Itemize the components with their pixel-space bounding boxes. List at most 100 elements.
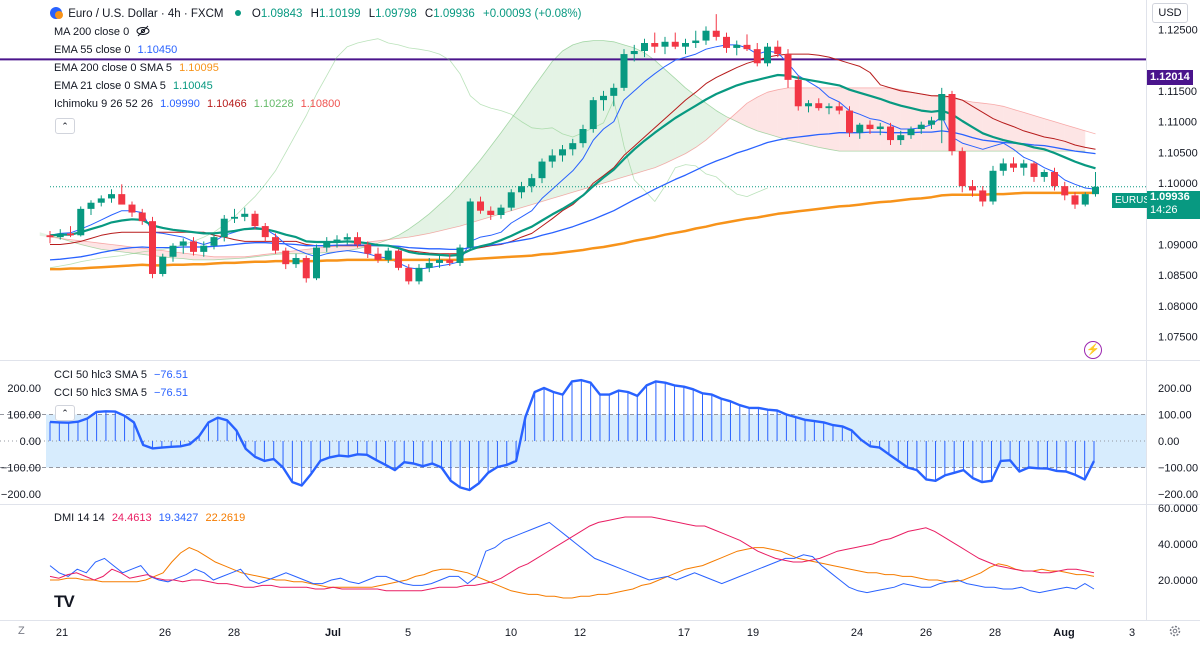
cloud-segment — [91, 242, 102, 250]
candle — [897, 135, 905, 141]
candle — [1081, 194, 1089, 205]
cloud-segment — [1044, 118, 1055, 152]
cloud-segment — [1064, 124, 1075, 152]
candle — [436, 259, 443, 263]
ichimoku-label: Ichimoku 9 26 52 26 — [54, 98, 154, 110]
candle — [682, 43, 689, 47]
cloud-segment — [183, 253, 194, 260]
candle — [600, 95, 607, 101]
cci-left-axis-label: −100.00 — [1, 463, 41, 475]
time-axis-label: Jul — [325, 627, 341, 639]
cloud-segment — [634, 47, 645, 174]
cci-label-2: CCI 50 hlc3 SMA 5 — [54, 387, 147, 399]
candle — [651, 43, 659, 47]
candle — [825, 106, 833, 109]
cci-left-axis-label: 200.00 — [7, 383, 41, 395]
ohlc-high: 1.10199 — [318, 8, 361, 20]
cloud-segment — [1054, 121, 1065, 152]
candle — [784, 54, 792, 80]
cloud-segment — [993, 104, 1004, 152]
legend-ema21[interactable]: EMA 21 close 0 SMA 5 1.10045 — [54, 78, 217, 94]
candle — [507, 192, 515, 208]
candle — [272, 237, 279, 251]
cloud-segment — [644, 52, 655, 171]
candle — [917, 124, 925, 130]
candle — [1020, 163, 1028, 168]
ohlc-open-label: O — [251, 8, 261, 20]
candle — [661, 41, 669, 47]
candle — [425, 262, 433, 268]
candle — [815, 103, 823, 109]
candle — [630, 51, 638, 55]
candle — [958, 151, 966, 187]
candle — [220, 218, 228, 238]
candle — [579, 129, 587, 144]
candle — [487, 210, 495, 216]
legend-dmi[interactable]: DMI 14 14 24.4613 19.3427 22.2619 — [54, 510, 249, 526]
legend-ichimoku[interactable]: Ichimoku 9 26 52 26 1.09990 1.10466 1.10… — [54, 96, 344, 112]
candle — [128, 204, 136, 213]
legend-ema200[interactable]: EMA 200 close 0 SMA 5 1.10095 — [54, 60, 223, 76]
candle — [333, 239, 341, 242]
cloud-segment — [593, 40, 604, 187]
dmi-plus-line — [49, 516, 1095, 592]
eye-slash-icon[interactable] — [136, 25, 150, 42]
cloud-segment — [398, 229, 409, 239]
ema200-line — [50, 191, 1096, 271]
candle — [805, 103, 812, 107]
candle — [559, 149, 566, 156]
candle — [928, 120, 935, 125]
time-axis-label: 3 — [1129, 627, 1135, 639]
candle — [671, 41, 679, 47]
symbol-header[interactable]: Euro / U.S. Dollar · 4h · FXCM O1.09843 … — [50, 5, 581, 23]
candle — [723, 36, 730, 48]
time-axis-label: 21 — [56, 627, 68, 639]
cloud-segment — [583, 40, 594, 190]
candle — [292, 258, 300, 265]
cloud-segment — [193, 254, 204, 260]
candle — [241, 213, 249, 217]
cloud-segment — [562, 44, 573, 196]
lightning-icon[interactable]: ⚡ — [1084, 341, 1102, 359]
time-axis-label: 12 — [574, 627, 586, 639]
candle — [354, 237, 361, 245]
dmi-axis-label: 20.0000 — [1158, 575, 1198, 587]
time-axis-label: 17 — [678, 627, 690, 639]
price-axis-label: 1.09000 — [1158, 240, 1198, 252]
price-axis-label: 1.10500 — [1158, 147, 1198, 159]
settings-gear-icon[interactable] — [1168, 624, 1182, 641]
cloud-segment — [1034, 115, 1045, 152]
ema55-label: EMA 55 close 0 — [54, 44, 131, 56]
cloud-segment — [962, 100, 973, 152]
timezone-button[interactable]: Z — [18, 625, 25, 637]
cloud-segment — [808, 87, 819, 148]
legend-collapse-button[interactable]: ⌃ — [55, 118, 75, 134]
candle — [466, 201, 474, 248]
candle — [1030, 163, 1038, 177]
cci-line — [49, 378, 1096, 492]
candle — [999, 163, 1007, 171]
legend-cci-2[interactable]: CCI 50 hlc3 SMA 5 −76.51 — [54, 385, 192, 401]
ema55-value: 1.10450 — [137, 44, 178, 56]
time-axis-label: 28 — [228, 627, 240, 639]
candle — [108, 194, 115, 199]
dmi-label: DMI 14 14 — [54, 512, 105, 524]
cci-value-2: −76.51 — [154, 387, 188, 399]
cci-collapse-button[interactable]: ⌃ — [55, 405, 75, 421]
cloud-segment — [80, 240, 91, 247]
tradingview-logo[interactable]: TV — [54, 592, 75, 611]
price-axis-label: 1.08500 — [1158, 270, 1198, 282]
candle — [743, 44, 751, 50]
legend-ema55[interactable]: EMA 55 close 0 1.10450 — [54, 42, 181, 58]
currency-button[interactable]: USD — [1152, 3, 1188, 23]
ohlc-close: 1.09936 — [433, 8, 475, 20]
hline-price-tag[interactable]: 1.12014 — [1147, 70, 1193, 85]
time-axis-label: 24 — [851, 627, 863, 639]
legend-cci-1[interactable]: CCI 50 hlc3 SMA 5 −76.51 — [54, 367, 192, 383]
time-axis-label: Aug — [1053, 627, 1074, 639]
cloud-segment — [706, 103, 717, 141]
candle — [77, 208, 85, 236]
cloud-segment — [419, 213, 430, 236]
legend-ma200[interactable]: MA 200 close 0 — [54, 24, 154, 40]
